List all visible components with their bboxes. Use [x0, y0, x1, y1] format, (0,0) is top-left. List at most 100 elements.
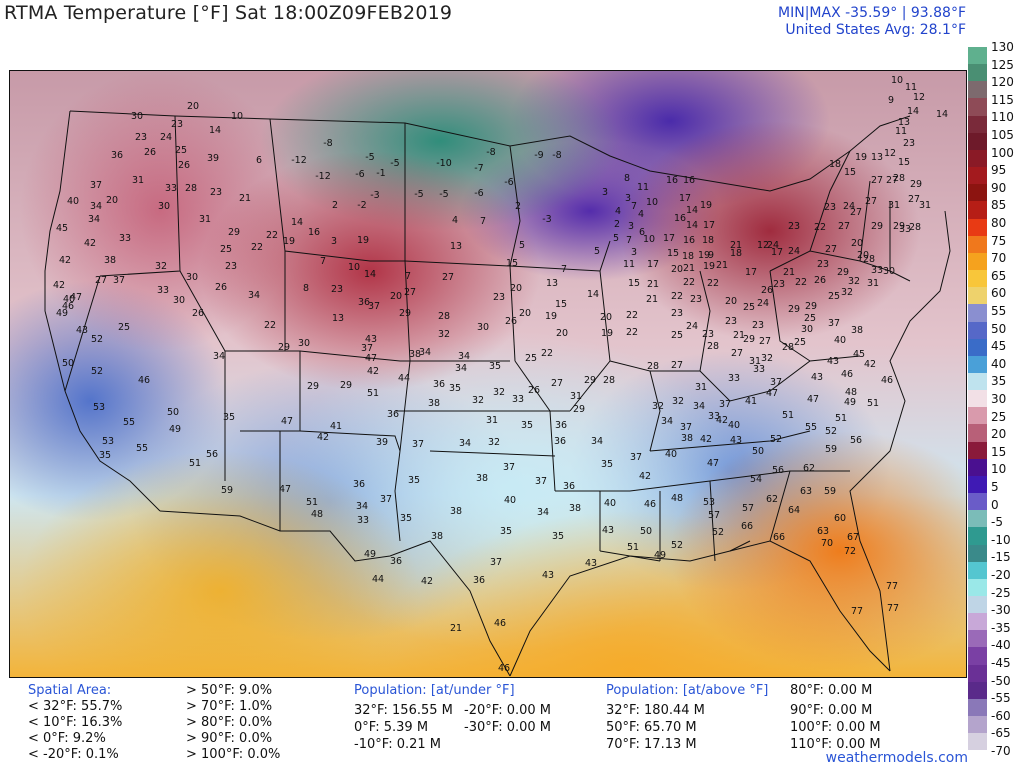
temperature-label: 45: [852, 349, 866, 360]
temperature-label: 22: [706, 278, 720, 289]
temperature-label: 23: [670, 308, 684, 319]
color-scale-tick: -35: [991, 620, 1011, 635]
temperature-label: 56: [771, 465, 785, 476]
temperature-label: 52: [824, 426, 838, 437]
spatial-stat-high: > 50°F: 9.0%: [186, 683, 273, 698]
temperature-label: 35: [520, 420, 534, 431]
temperature-label: -12: [315, 171, 331, 182]
temperature-label: 25: [524, 353, 538, 364]
gulf-coastline: [509, 540, 891, 677]
temperature-label: 34: [590, 436, 604, 447]
temperature-label: 22: [670, 291, 684, 302]
temperature-label: 25: [670, 330, 684, 341]
temperature-label: 43: [810, 372, 824, 383]
color-scale-tick: 20: [991, 427, 1007, 442]
temperature-label: 27: [730, 348, 744, 359]
temperature-label: -7: [474, 163, 484, 174]
temperature-label: 2: [331, 200, 339, 211]
temperature-label: 23: [724, 316, 738, 327]
temperature-label: 27: [670, 360, 684, 371]
temperature-label: 28: [706, 341, 720, 352]
temperature-label: 48: [670, 493, 684, 504]
color-scale-tick: 95: [991, 163, 1007, 178]
color-scale-tick: -30: [991, 603, 1011, 618]
temperature-label: 26: [214, 282, 228, 293]
temperature-label: 34: [247, 290, 261, 301]
temperature-label: 42: [316, 432, 330, 443]
population-under-stat: -20°F: 0.00 M: [464, 703, 552, 718]
temperature-label: 56: [849, 435, 863, 446]
color-scale-tick: 125: [991, 57, 1014, 72]
temperature-map[interactable]: 20 10 14 23 24 23 30 36 26 25 26 39 6 -12 -8 -5 -5 -10 -7-…: [9, 70, 967, 678]
temperature-label: 48: [844, 387, 858, 398]
color-scale-tick: -10: [991, 532, 1011, 547]
temperature-label: 40: [664, 449, 678, 460]
temperature-label: 21: [732, 330, 746, 341]
temperature-label: 28: [184, 183, 198, 194]
temperature-label: 57: [707, 510, 721, 521]
color-scale-segment: [968, 733, 987, 751]
temperature-label: 35: [407, 475, 421, 486]
temperature-label: 38: [449, 506, 463, 517]
temperature-label: 47: [765, 388, 779, 399]
temperature-label: 29: [398, 308, 412, 319]
temperature-label: 20: [389, 291, 403, 302]
temperature-label: 42: [58, 255, 72, 266]
temperature-label: 48: [310, 509, 324, 520]
color-scale-segment: [968, 81, 987, 99]
temperature-label: 14: [935, 109, 949, 120]
temperature-label: 31: [569, 391, 583, 402]
temperature-label: 37: [411, 439, 425, 450]
color-scale-tick: 65: [991, 268, 1007, 283]
temperature-label: 19: [544, 311, 558, 322]
temperature-label: 51: [188, 458, 202, 469]
temperature-label: 42: [52, 280, 66, 291]
temperature-label: 24: [756, 298, 770, 309]
temperature-label: 41: [329, 421, 343, 432]
temperature-label: 20: [509, 283, 523, 294]
temperature-label: 27: [907, 194, 921, 205]
color-scale-segment: [968, 510, 987, 528]
temperature-label: 60: [833, 513, 847, 524]
temperature-label: 54: [749, 474, 763, 485]
color-scale-tick: 70: [991, 251, 1007, 266]
temperature-label: 23: [689, 294, 703, 305]
color-scale-tick: 120: [991, 75, 1014, 90]
temperature-label: 34: [355, 501, 369, 512]
temperature-label: -8: [552, 150, 562, 161]
temperature-label: 32: [760, 353, 774, 364]
temperature-label: 50: [166, 407, 180, 418]
temperature-label: 13: [545, 278, 559, 289]
color-scale-segment: [968, 132, 987, 150]
temperature-label: 19: [282, 236, 296, 247]
temperature-label: 59: [220, 485, 234, 496]
temperature-label: 32: [471, 395, 485, 406]
temperature-label: 7: [479, 216, 487, 227]
temperature-label: 6: [638, 227, 646, 238]
temperature-label: -6: [474, 188, 484, 199]
temperature-label: 36: [389, 556, 403, 567]
color-scale-segment: [968, 544, 987, 562]
temperature-label: 22: [813, 222, 827, 233]
temperature-label: 19: [356, 235, 370, 246]
temperature-label: 36: [386, 409, 400, 420]
brand-link[interactable]: weathermodels.com: [825, 750, 968, 766]
temperature-label: 36: [472, 575, 486, 586]
temperature-label: 77: [850, 606, 864, 617]
temperature-label: 52: [670, 540, 684, 551]
color-scale-tick: 75: [991, 233, 1007, 248]
temperature-label: 25: [827, 291, 841, 302]
population-above-stat: 70°F: 17.13 M: [606, 737, 697, 752]
temperature-label: 45: [55, 223, 69, 234]
temperature-label: 3: [624, 193, 632, 204]
temperature-label: 27: [441, 272, 455, 283]
temperature-label: 34: [87, 214, 101, 225]
temperature-label: -6: [504, 177, 514, 188]
color-scale-bar: [968, 47, 987, 751]
min-max-readout: MIN|MAX -35.59° | 93.88°F: [778, 5, 966, 21]
color-scale-tick: 80: [991, 216, 1007, 230]
temperature-label: 37: [112, 275, 126, 286]
temperature-label: 34: [458, 438, 472, 449]
temperature-label: 31: [485, 415, 499, 426]
temperature-label: 19: [854, 152, 868, 163]
